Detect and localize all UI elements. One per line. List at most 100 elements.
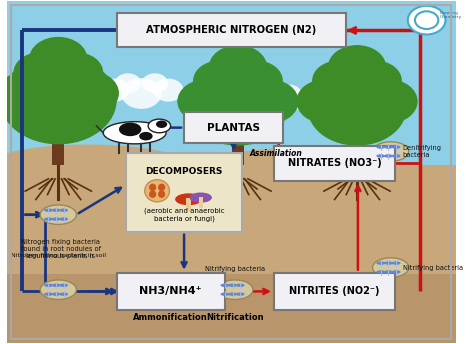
Text: Nitrogen fixing bacteria in soil: Nitrogen fixing bacteria in soil: [11, 253, 106, 258]
FancyBboxPatch shape: [274, 273, 395, 310]
Circle shape: [312, 61, 366, 101]
FancyBboxPatch shape: [117, 273, 225, 310]
Ellipse shape: [384, 261, 393, 265]
Circle shape: [115, 73, 141, 93]
Text: NITRATES (NO3⁻): NITRATES (NO3⁻): [288, 159, 382, 169]
Text: Nitrification: Nitrification: [206, 312, 264, 322]
Ellipse shape: [52, 283, 61, 287]
Ellipse shape: [145, 180, 170, 202]
Circle shape: [359, 79, 418, 123]
Circle shape: [278, 85, 301, 103]
Text: ATMOSPHERIC NITROGEN (N2): ATMOSPHERIC NITROGEN (N2): [146, 25, 316, 35]
Circle shape: [99, 78, 129, 101]
Ellipse shape: [236, 292, 245, 296]
Ellipse shape: [392, 154, 401, 158]
Ellipse shape: [376, 261, 385, 265]
Circle shape: [29, 37, 88, 81]
Ellipse shape: [175, 193, 202, 205]
Ellipse shape: [52, 217, 61, 221]
Circle shape: [236, 90, 263, 110]
FancyBboxPatch shape: [126, 153, 243, 232]
Circle shape: [13, 52, 67, 93]
Circle shape: [49, 52, 103, 93]
Ellipse shape: [44, 208, 53, 212]
Ellipse shape: [59, 292, 68, 296]
Ellipse shape: [156, 120, 167, 128]
Text: Nitrogen fixing bacteria
found in root nodules of
leguminous plants is: Nitrogen fixing bacteria found in root n…: [20, 238, 100, 259]
Circle shape: [153, 78, 183, 101]
FancyBboxPatch shape: [7, 275, 456, 343]
Circle shape: [193, 61, 247, 101]
FancyBboxPatch shape: [7, 165, 456, 275]
FancyBboxPatch shape: [351, 135, 363, 165]
Ellipse shape: [384, 146, 393, 149]
Circle shape: [308, 71, 406, 146]
Ellipse shape: [220, 283, 229, 287]
Ellipse shape: [52, 208, 61, 212]
Ellipse shape: [40, 280, 76, 300]
Text: (aerobic and anaerobic
bacteria or fungi): (aerobic and anaerobic bacteria or fungi…: [144, 208, 224, 222]
Text: Nitrifying bacteria: Nitrifying bacteria: [403, 265, 463, 270]
Ellipse shape: [376, 146, 385, 149]
Ellipse shape: [148, 119, 171, 133]
FancyBboxPatch shape: [199, 197, 203, 208]
Ellipse shape: [44, 283, 53, 287]
Circle shape: [189, 71, 287, 146]
Ellipse shape: [392, 270, 401, 274]
Ellipse shape: [236, 283, 245, 287]
Circle shape: [408, 6, 446, 34]
Ellipse shape: [228, 283, 237, 287]
Ellipse shape: [59, 283, 68, 287]
Ellipse shape: [384, 154, 393, 158]
Text: DECOMPOSERS: DECOMPOSERS: [146, 168, 223, 176]
Circle shape: [0, 56, 117, 144]
Ellipse shape: [217, 280, 253, 300]
Ellipse shape: [44, 217, 53, 221]
Circle shape: [290, 90, 317, 110]
FancyBboxPatch shape: [232, 135, 244, 165]
Text: NITRITES (NO2⁻): NITRITES (NO2⁻): [289, 287, 380, 297]
Ellipse shape: [384, 270, 393, 274]
FancyBboxPatch shape: [274, 147, 395, 181]
Ellipse shape: [149, 184, 156, 191]
Ellipse shape: [376, 270, 385, 274]
Circle shape: [177, 79, 236, 123]
Ellipse shape: [373, 258, 409, 277]
Ellipse shape: [373, 142, 409, 161]
Ellipse shape: [119, 122, 141, 136]
Ellipse shape: [228, 292, 237, 296]
Ellipse shape: [59, 217, 68, 221]
Circle shape: [121, 78, 162, 109]
FancyBboxPatch shape: [117, 13, 346, 47]
Ellipse shape: [220, 292, 229, 296]
Circle shape: [209, 45, 267, 89]
Circle shape: [251, 85, 274, 103]
Text: Assimilation: Assimilation: [250, 149, 302, 158]
Text: NH3/NH4⁺: NH3/NH4⁺: [139, 287, 202, 297]
Ellipse shape: [149, 191, 156, 198]
Circle shape: [348, 61, 402, 101]
Circle shape: [0, 71, 56, 115]
FancyBboxPatch shape: [7, 1, 456, 165]
Text: Denitrifying
bacteria: Denitrifying bacteria: [403, 145, 442, 158]
FancyBboxPatch shape: [184, 112, 283, 143]
Text: Nitrifying bacteria: Nitrifying bacteria: [205, 266, 265, 272]
Circle shape: [296, 79, 355, 123]
Text: Ammonification: Ammonification: [133, 312, 208, 322]
Circle shape: [258, 90, 294, 117]
Ellipse shape: [190, 193, 212, 203]
Circle shape: [328, 45, 386, 89]
Ellipse shape: [40, 205, 76, 224]
FancyBboxPatch shape: [53, 131, 64, 165]
Text: PLANTAS: PLANTAS: [207, 123, 260, 133]
Ellipse shape: [158, 184, 165, 191]
Text: Learning
Chemistry: Learning Chemistry: [440, 11, 462, 19]
Circle shape: [61, 71, 119, 115]
Ellipse shape: [59, 208, 68, 212]
Ellipse shape: [392, 261, 401, 265]
Ellipse shape: [103, 122, 166, 144]
Ellipse shape: [376, 154, 385, 158]
Circle shape: [142, 73, 168, 93]
Ellipse shape: [392, 146, 401, 149]
Ellipse shape: [44, 292, 53, 296]
